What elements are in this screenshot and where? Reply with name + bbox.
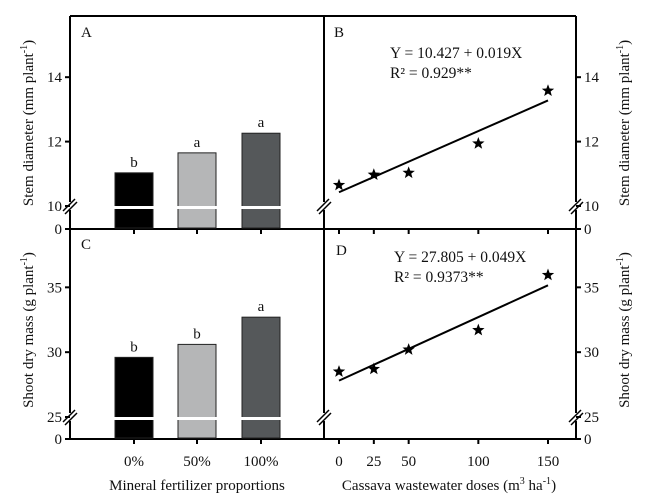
panel-label-a: A [81, 25, 92, 41]
bar-break-gap [177, 417, 217, 420]
data-point-star [332, 365, 346, 377]
y-tick-label: 0 [584, 222, 592, 238]
x-tick-label: 0% [124, 454, 144, 470]
break-mark [568, 409, 582, 423]
regression-line [338, 99, 549, 194]
x-tick-label: 25 [366, 454, 381, 470]
x-tick-label: 150 [537, 454, 560, 470]
y-tick-label: 0 [55, 432, 63, 448]
break-mark [568, 198, 582, 212]
axis-break-marks [62, 198, 584, 426]
bar [241, 132, 281, 229]
bar [114, 172, 154, 229]
regression-line [338, 284, 549, 382]
significance-letter: a [258, 115, 265, 131]
bar-break-gap [241, 417, 281, 420]
break-mark [64, 201, 78, 215]
break-mark [64, 412, 78, 426]
significance-letter: a [258, 299, 265, 315]
significance-letter: b [130, 155, 138, 171]
break-mark [570, 412, 584, 426]
bar-break-gap [241, 206, 281, 209]
break-mark [570, 201, 584, 215]
data-point-star [402, 343, 415, 355]
r2-d: R² = 0.9373** [394, 269, 484, 286]
x-tick-label: 100% [244, 454, 279, 470]
data-point-star [402, 166, 415, 179]
y-tick-label: 30 [47, 345, 62, 361]
r2-b: R² = 0.929** [390, 65, 472, 82]
x-tick-label: 0 [335, 454, 343, 470]
data-point-star [367, 362, 381, 375]
y-axis-title-right-bottom: Shoot dry mass (g plant-1) [615, 252, 633, 408]
x-axis-title-left: Mineral fertilizer proportions [109, 478, 285, 494]
x-tick-label: 50% [183, 454, 211, 470]
x-axis-title-right: Cassava wastewater doses (m3 ha-1) [342, 476, 556, 494]
significance-letter: b [193, 326, 201, 342]
bar [177, 343, 217, 439]
panel-label-c: C [81, 237, 91, 253]
y-tick-label: 12 [47, 135, 62, 151]
bar-break-gap [114, 206, 154, 209]
data-point-star [472, 323, 485, 336]
y-tick-label: 10 [584, 199, 599, 215]
data-point-star [541, 268, 555, 281]
data-point-star [472, 137, 485, 149]
bar [114, 356, 154, 439]
equation-d: Y = 27.805 + 0.049X [394, 249, 526, 266]
y-tick-label: 35 [47, 280, 62, 296]
bar-break-gap [114, 417, 154, 420]
significance-letter: a [194, 135, 201, 151]
y-axis-title-right-top: Stem diameter (mm plant-1) [615, 40, 633, 206]
y-tick-label: 0 [55, 222, 63, 238]
y-axis-title-left-bottom: Shoot dry mass (g plant-1) [19, 252, 37, 408]
break-mark [316, 198, 330, 212]
significance-letter: b [130, 339, 138, 355]
bar [177, 152, 217, 229]
y-tick-label: 12 [584, 135, 599, 151]
break-mark [318, 412, 332, 426]
break-mark [316, 409, 330, 423]
data-point-star [332, 178, 346, 191]
data-point-star [541, 84, 555, 96]
bar-break-gap [177, 206, 217, 209]
y-tick-label: 14 [47, 70, 63, 86]
plot-frame [66, 15, 580, 440]
y-tick-label: 0 [584, 432, 592, 448]
y-tick-label: 10 [47, 199, 62, 215]
panel-label-d: D [336, 243, 347, 259]
y-tick-label: 35 [584, 280, 599, 296]
y-axis-title-left-top: Stem diameter (mm plant-1) [19, 40, 37, 206]
x-tick-label: 50 [401, 454, 416, 470]
chart-marks: 10 12 14 0 b a a 10 12 14 0 25 30 35 0 b b a 0% 50% 100% 25 30… [47, 70, 600, 470]
data-point-star [367, 168, 381, 181]
x-tick-label: 100 [467, 454, 490, 470]
equation-b: Y = 10.427 + 0.019X [390, 45, 522, 62]
y-tick-label: 30 [584, 345, 599, 361]
y-tick-label: 14 [584, 70, 600, 86]
y-tick-label: 25 [584, 410, 599, 426]
y-tick-label: 25 [47, 410, 62, 426]
break-mark [318, 201, 332, 215]
panel-label-b: B [334, 25, 344, 41]
